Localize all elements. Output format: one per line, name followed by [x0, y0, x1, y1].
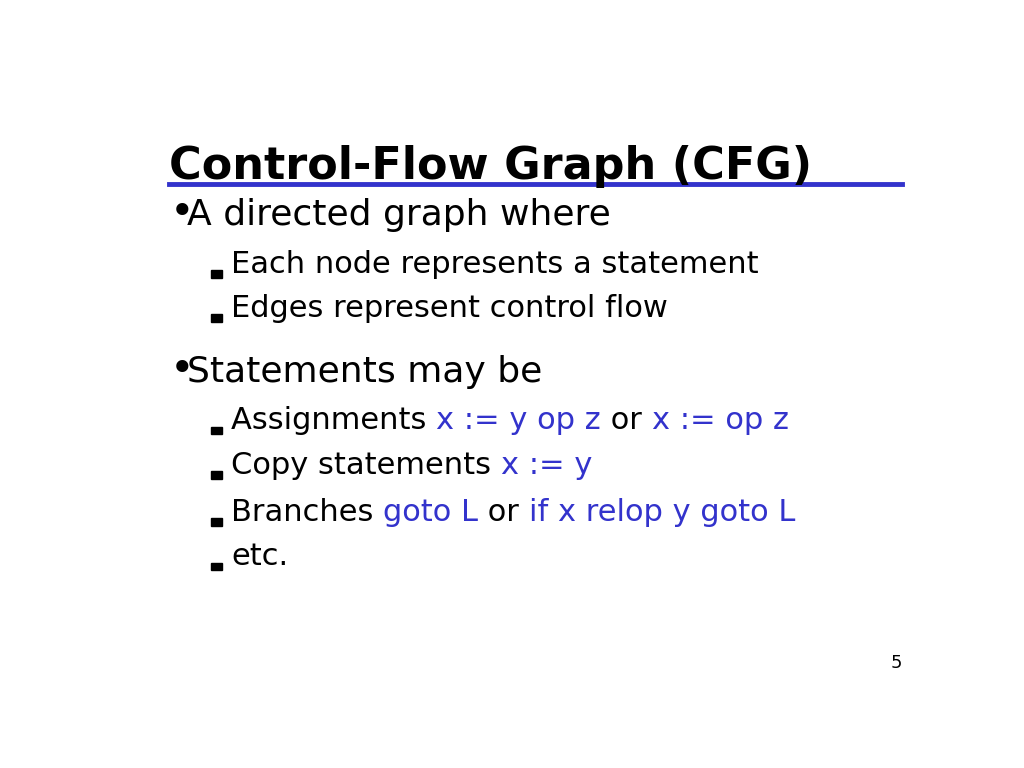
Bar	[211, 427, 221, 435]
Text: Assignments: Assignments	[231, 406, 436, 435]
Bar	[211, 314, 221, 322]
Text: •: •	[169, 192, 194, 234]
Bar	[211, 471, 221, 478]
Text: Each node represents a statement: Each node represents a statement	[231, 250, 759, 279]
Text: or: or	[478, 498, 529, 527]
Text: Control-Flow Graph (CFG): Control-Flow Graph (CFG)	[169, 145, 812, 188]
Bar	[211, 270, 221, 278]
Text: if x relop y goto L: if x relop y goto L	[529, 498, 796, 527]
Text: etc.: etc.	[231, 542, 289, 571]
Text: 5: 5	[890, 654, 902, 672]
Text: x := op z: x := op z	[651, 406, 788, 435]
Text: Statements may be: Statements may be	[186, 355, 542, 389]
Text: goto L: goto L	[383, 498, 478, 527]
Text: Branches: Branches	[231, 498, 383, 527]
Text: •: •	[169, 349, 194, 391]
Bar	[211, 518, 221, 526]
Text: or: or	[601, 406, 651, 435]
Text: Edges represent control flow: Edges represent control flow	[231, 294, 668, 323]
Text: A directed graph where: A directed graph where	[186, 198, 610, 232]
Text: x := y: x := y	[501, 451, 592, 479]
Text: Copy statements: Copy statements	[231, 451, 501, 479]
Bar	[211, 563, 221, 571]
Text: x := y op z: x := y op z	[436, 406, 601, 435]
